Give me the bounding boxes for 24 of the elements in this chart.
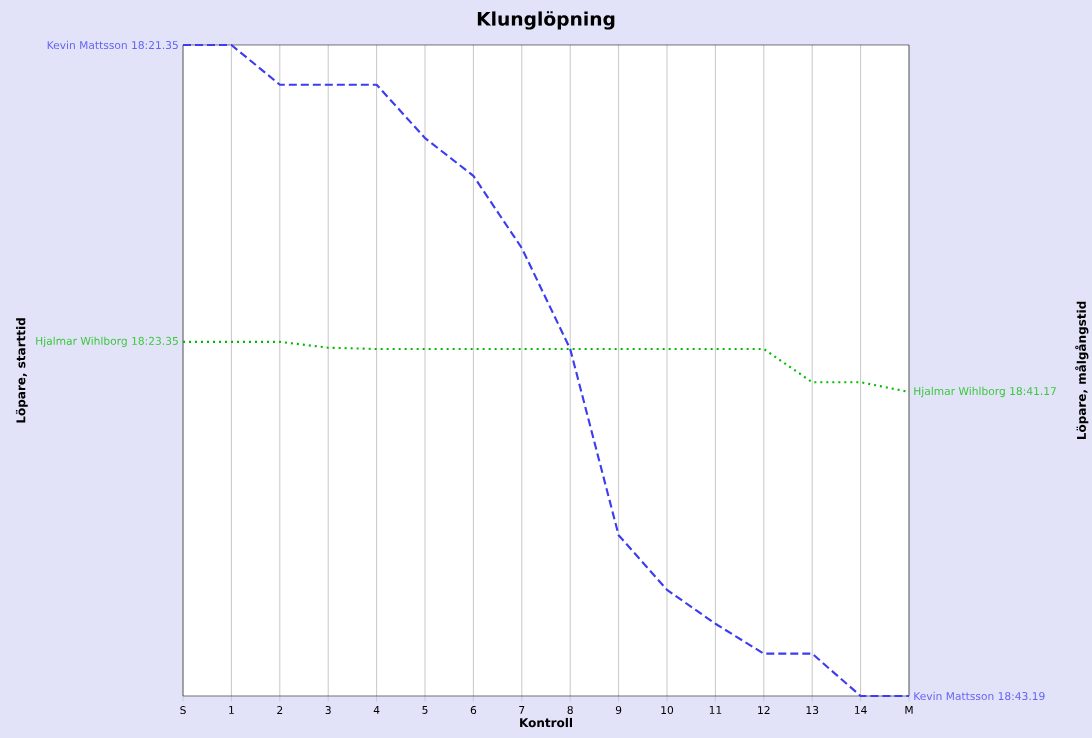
annotation: Hjalmar Wihlborg 18:23.35 — [36, 336, 178, 347]
x-tick-label: 12 — [758, 706, 770, 714]
chart-title: Klunglöpning — [477, 11, 615, 30]
x-tick-label: M — [905, 706, 913, 714]
annotation: Kevin Mattsson 18:21.35 — [47, 40, 178, 50]
x-tick-label: 8 — [567, 706, 573, 715]
x-tick-label: 5 — [422, 706, 428, 714]
x-axis-title: Kontroll — [520, 717, 573, 728]
x-tick-label: 11 — [709, 706, 722, 714]
x-tick-label: 9 — [615, 706, 622, 715]
x-tick-label: 14 — [854, 706, 867, 714]
x-tick-label: 3 — [325, 706, 331, 715]
text: Löpare, målgångstid — [1075, 301, 1089, 440]
x-tick-label: 10 — [661, 706, 674, 715]
x-tick-label: 7 — [519, 706, 525, 714]
x-tick-label: 4 — [373, 706, 380, 714]
x-tick-label: 2 — [277, 706, 283, 714]
x-tick-label: 6 — [470, 706, 477, 715]
x-tick-label: 1 — [229, 706, 234, 714]
annotation: Hjalmar Wihlborg 18:41.17 — [914, 386, 1056, 398]
annotation: Kevin Mattsson 18:43.19 — [914, 691, 1045, 701]
x-tick-label: S — [180, 706, 186, 715]
text: Löpare, starttid — [15, 318, 28, 423]
x-tick-label: 13 — [806, 706, 819, 715]
